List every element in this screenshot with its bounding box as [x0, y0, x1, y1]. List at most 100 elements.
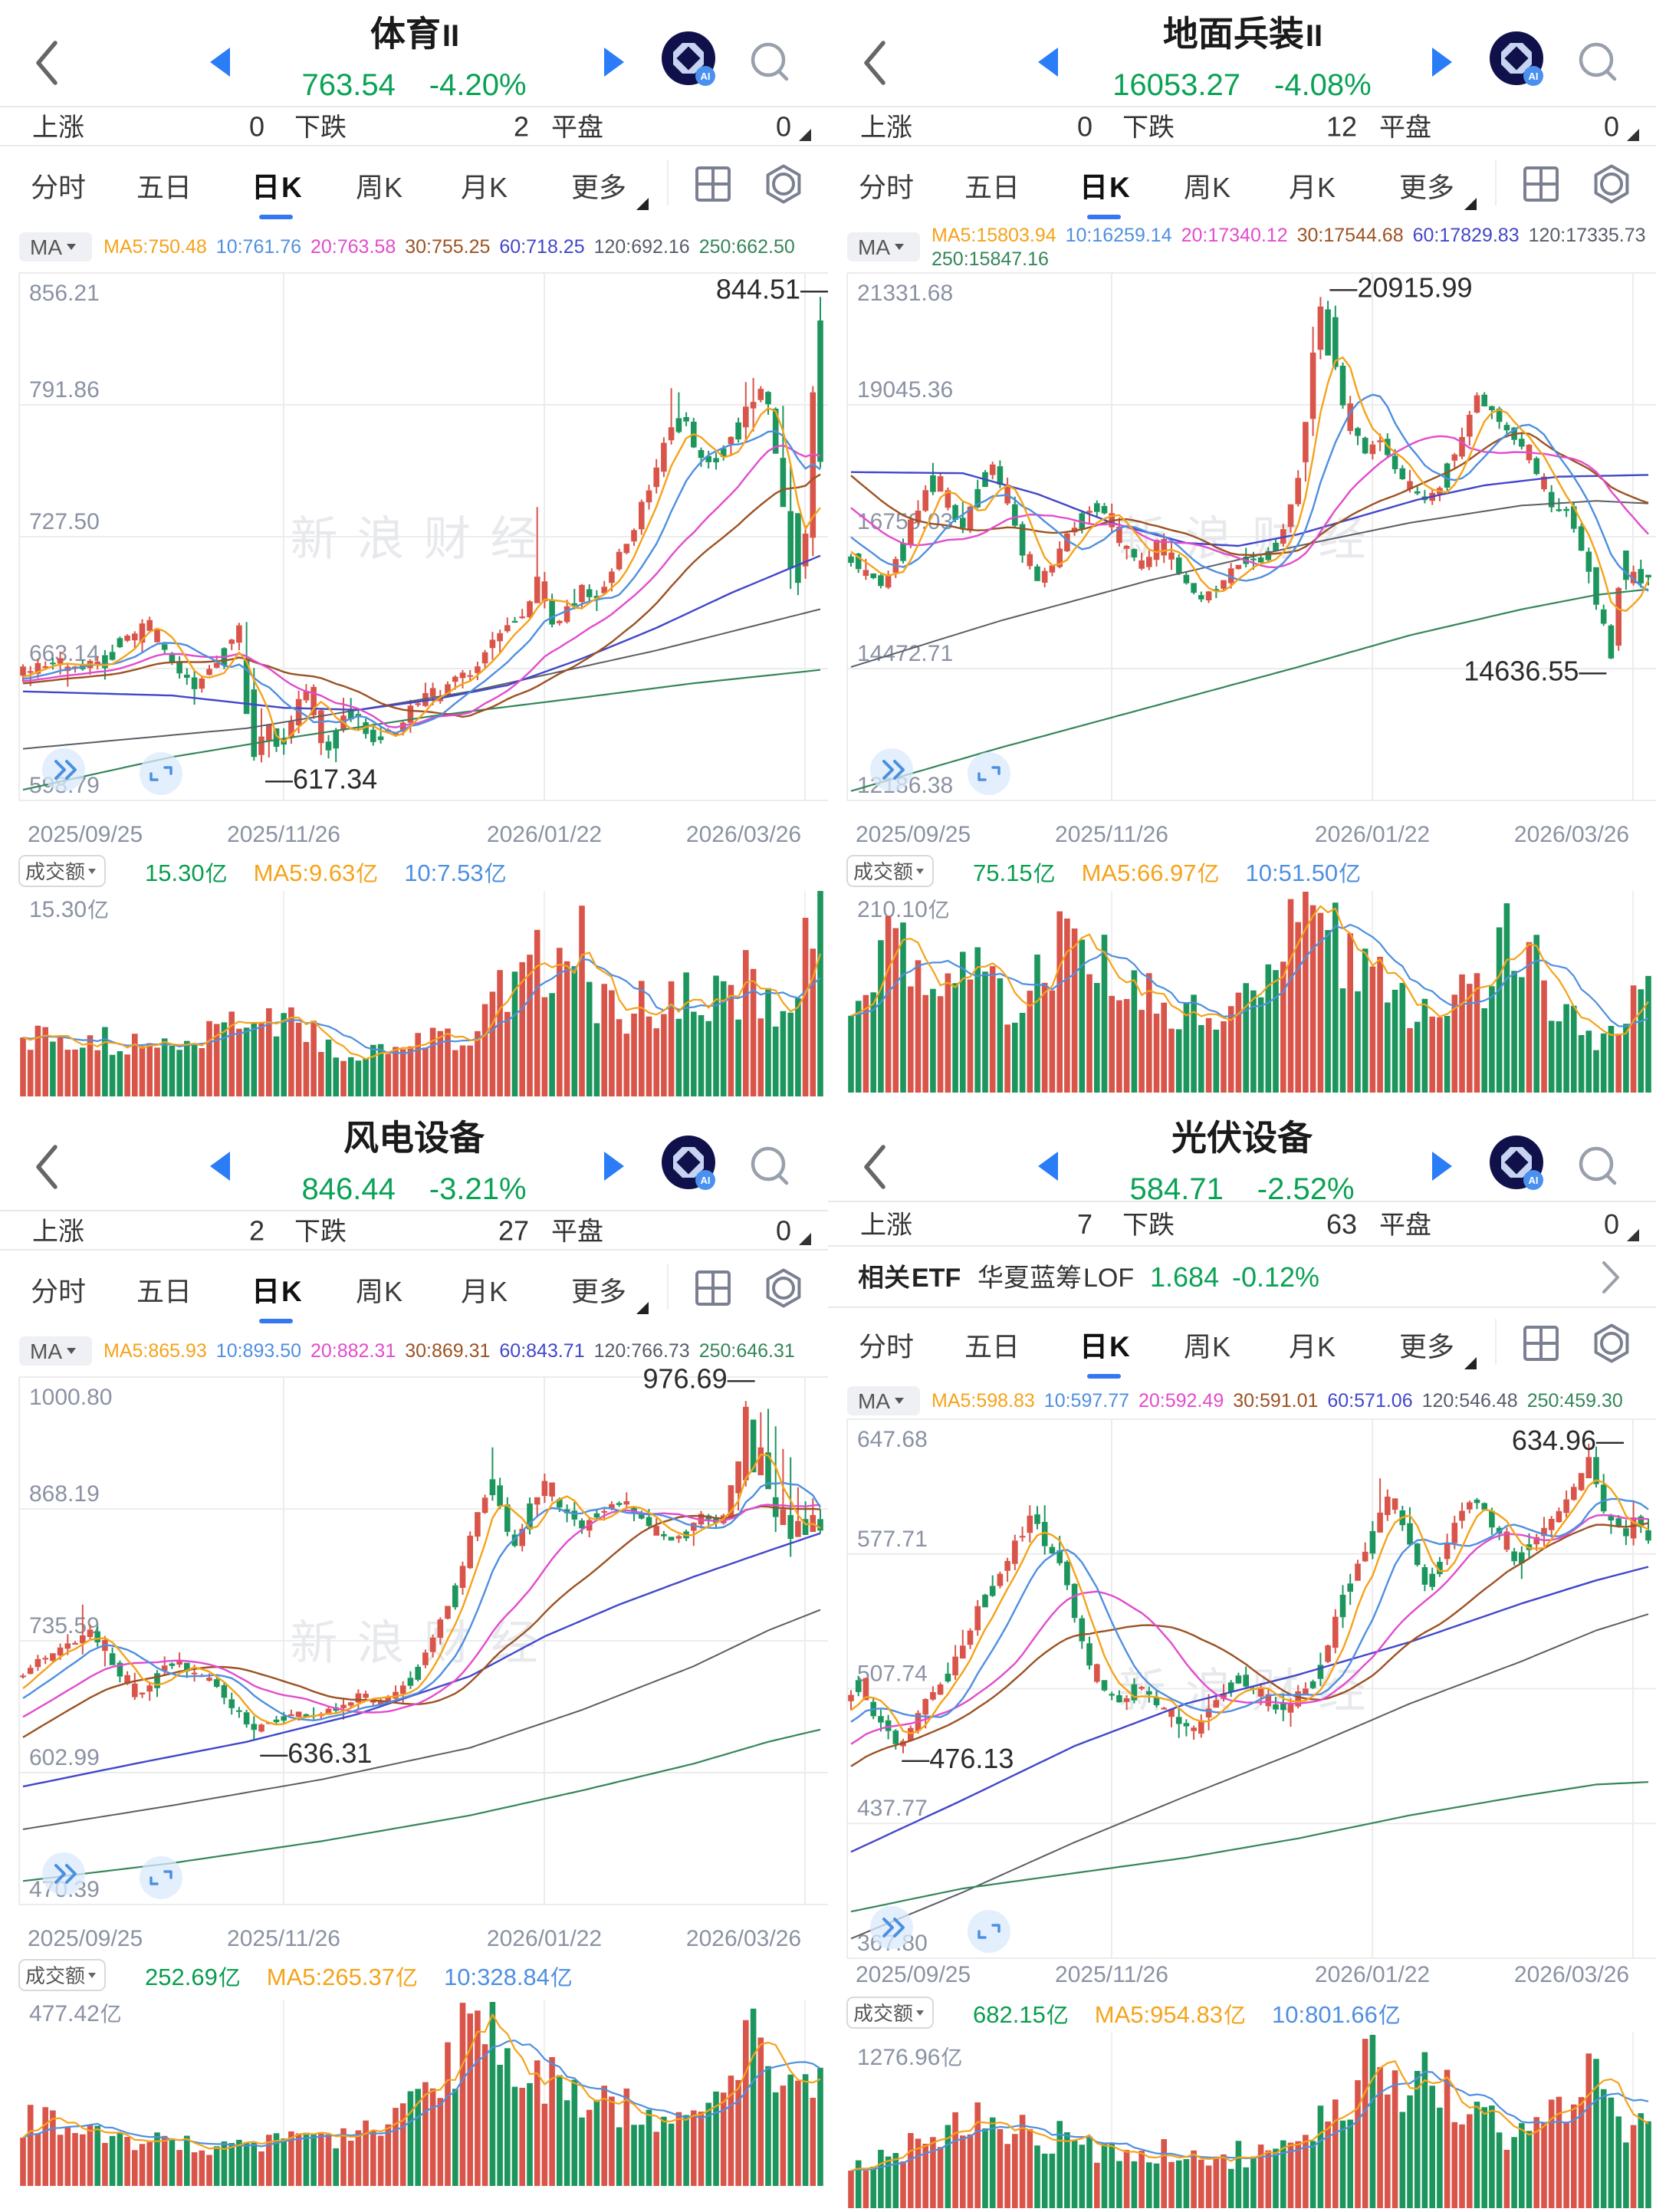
svg-text:10:16259.14: 10:16259.14	[1066, 225, 1172, 246]
svg-text:MA5:598.83: MA5:598.83	[932, 1390, 1035, 1412]
svg-text:2025/09/25: 2025/09/25	[856, 822, 971, 847]
svg-text:856.21: 856.21	[29, 281, 100, 306]
svg-text:2025/09/25: 2025/09/25	[856, 1962, 971, 1987]
svg-text:634.96—: 634.96—	[1512, 1425, 1624, 1456]
svg-text:682.15: 682.15	[973, 2001, 1046, 2028]
svg-text:LOF: LOF	[1083, 1264, 1134, 1293]
svg-text:477.42: 477.42	[29, 2001, 100, 2026]
svg-text:846.44: 846.44	[302, 1172, 396, 1206]
svg-text:—617.34: —617.34	[265, 763, 377, 794]
svg-text:30:869.31: 30:869.31	[405, 1340, 490, 1362]
svg-text:10:7.53: 10:7.53	[404, 859, 483, 886]
svg-text:30:755.25: 30:755.25	[405, 236, 490, 258]
svg-text:2025/11/26: 2025/11/26	[1055, 1962, 1168, 1987]
svg-text:-4.20%: -4.20%	[429, 68, 527, 102]
svg-text:2026/03/26: 2026/03/26	[1514, 1962, 1629, 1987]
svg-text:2026/01/22: 2026/01/22	[487, 1926, 602, 1951]
svg-text:437.77: 437.77	[857, 1796, 928, 1821]
svg-text:791.86: 791.86	[29, 377, 100, 403]
svg-text:AI: AI	[701, 71, 711, 82]
svg-text:MA5:265.37: MA5:265.37	[267, 1964, 395, 1990]
svg-text:K: K	[1212, 172, 1230, 203]
svg-text:60:17829.83: 60:17829.83	[1413, 225, 1520, 246]
svg-text:30:591.01: 30:591.01	[1233, 1390, 1318, 1412]
svg-text:ETF: ETF	[912, 1264, 961, 1293]
svg-text:602.99: 602.99	[29, 1745, 100, 1770]
svg-text:0: 0	[1604, 111, 1619, 143]
svg-text:15.30: 15.30	[145, 859, 205, 886]
svg-text:30:17544.68: 30:17544.68	[1297, 225, 1404, 246]
svg-text:MA: MA	[30, 235, 62, 259]
svg-text:MA5:865.93: MA5:865.93	[104, 1340, 207, 1362]
svg-text:250:646.31: 250:646.31	[699, 1340, 795, 1362]
svg-text:2: 2	[514, 111, 529, 143]
svg-text:1276.96: 1276.96	[857, 2045, 940, 2070]
svg-text:MA5:954.83: MA5:954.83	[1095, 2001, 1223, 2028]
svg-text:II: II	[442, 19, 459, 53]
svg-text:MA5:9.63: MA5:9.63	[254, 859, 356, 886]
svg-text:K: K	[1317, 1331, 1336, 1362]
svg-text:10:328.84: 10:328.84	[444, 1964, 550, 1990]
svg-text:-0.12%: -0.12%	[1232, 1261, 1319, 1293]
svg-text:MA5:750.48: MA5:750.48	[104, 236, 207, 258]
svg-text:727.50: 727.50	[29, 509, 100, 534]
svg-text:60:718.25: 60:718.25	[499, 236, 584, 258]
svg-text:20:763.58: 20:763.58	[310, 236, 396, 258]
svg-text:-4.08%: -4.08%	[1274, 68, 1372, 102]
svg-text:120:546.48: 120:546.48	[1422, 1390, 1518, 1412]
svg-text:2: 2	[249, 1215, 264, 1247]
svg-text:20:17340.12: 20:17340.12	[1181, 225, 1288, 246]
svg-text:AI: AI	[1529, 71, 1539, 82]
svg-text:250:662.50: 250:662.50	[699, 236, 795, 258]
svg-text:10:51.50: 10:51.50	[1246, 859, 1339, 886]
svg-text:K: K	[489, 1276, 508, 1307]
svg-text:K: K	[1109, 1331, 1130, 1362]
svg-text:10:893.50: 10:893.50	[216, 1340, 301, 1362]
svg-text:2026/01/22: 2026/01/22	[1315, 1962, 1430, 1987]
svg-text:K: K	[489, 172, 508, 203]
svg-text:2026/03/26: 2026/03/26	[1514, 822, 1629, 847]
svg-text:14636.55—: 14636.55—	[1464, 656, 1606, 687]
svg-text:K: K	[281, 1276, 302, 1307]
svg-text:MA5:66.97: MA5:66.97	[1082, 859, 1197, 886]
svg-text:15.30: 15.30	[29, 897, 87, 922]
svg-text:1000.80: 1000.80	[29, 1385, 112, 1410]
svg-text:20:592.49: 20:592.49	[1138, 1390, 1224, 1412]
svg-text:AI: AI	[1529, 1175, 1539, 1186]
svg-text:63: 63	[1326, 1208, 1357, 1240]
svg-text:10:597.77: 10:597.77	[1044, 1390, 1129, 1412]
svg-text:16053.27: 16053.27	[1112, 68, 1240, 102]
svg-text:2026/03/26: 2026/03/26	[686, 822, 801, 847]
svg-text:250:459.30: 250:459.30	[1527, 1390, 1623, 1412]
svg-text:—636.31: —636.31	[260, 1737, 372, 1769]
svg-text:0: 0	[776, 1215, 791, 1247]
svg-text:14472.71: 14472.71	[857, 641, 953, 666]
svg-text:0: 0	[1077, 111, 1092, 143]
svg-text:K: K	[384, 1276, 402, 1307]
svg-text:—476.13: —476.13	[902, 1743, 1014, 1774]
svg-text:584.71: 584.71	[1130, 1172, 1224, 1206]
svg-text:10:801.66: 10:801.66	[1272, 2001, 1378, 2028]
svg-text:0: 0	[249, 111, 264, 143]
svg-text:2025/09/25: 2025/09/25	[28, 1926, 143, 1951]
svg-text:0: 0	[1604, 1208, 1619, 1240]
svg-text:868.19: 868.19	[29, 1481, 100, 1507]
svg-text:252.69: 252.69	[145, 1964, 218, 1990]
svg-text:60:843.71: 60:843.71	[499, 1340, 584, 1362]
svg-text:120:17335.73: 120:17335.73	[1529, 225, 1646, 246]
svg-text:10:761.76: 10:761.76	[216, 236, 301, 258]
svg-text:AI: AI	[701, 1175, 711, 1186]
svg-text:MA: MA	[858, 1389, 890, 1413]
svg-text:20:882.31: 20:882.31	[310, 1340, 396, 1362]
svg-text:60:571.06: 60:571.06	[1327, 1390, 1412, 1412]
svg-text:-2.52%: -2.52%	[1257, 1172, 1355, 1206]
svg-text:21331.68: 21331.68	[857, 281, 953, 306]
svg-text:507.74: 507.74	[857, 1661, 928, 1687]
svg-text:19045.36: 19045.36	[857, 377, 953, 403]
svg-text:2025/11/26: 2025/11/26	[1055, 822, 1168, 847]
svg-text:976.69—: 976.69—	[642, 1362, 754, 1394]
svg-text:647.68: 647.68	[857, 1427, 928, 1452]
svg-text:2026/03/26: 2026/03/26	[686, 1926, 801, 1951]
svg-text:763.54: 763.54	[302, 68, 396, 102]
svg-text:577.71: 577.71	[857, 1527, 928, 1552]
